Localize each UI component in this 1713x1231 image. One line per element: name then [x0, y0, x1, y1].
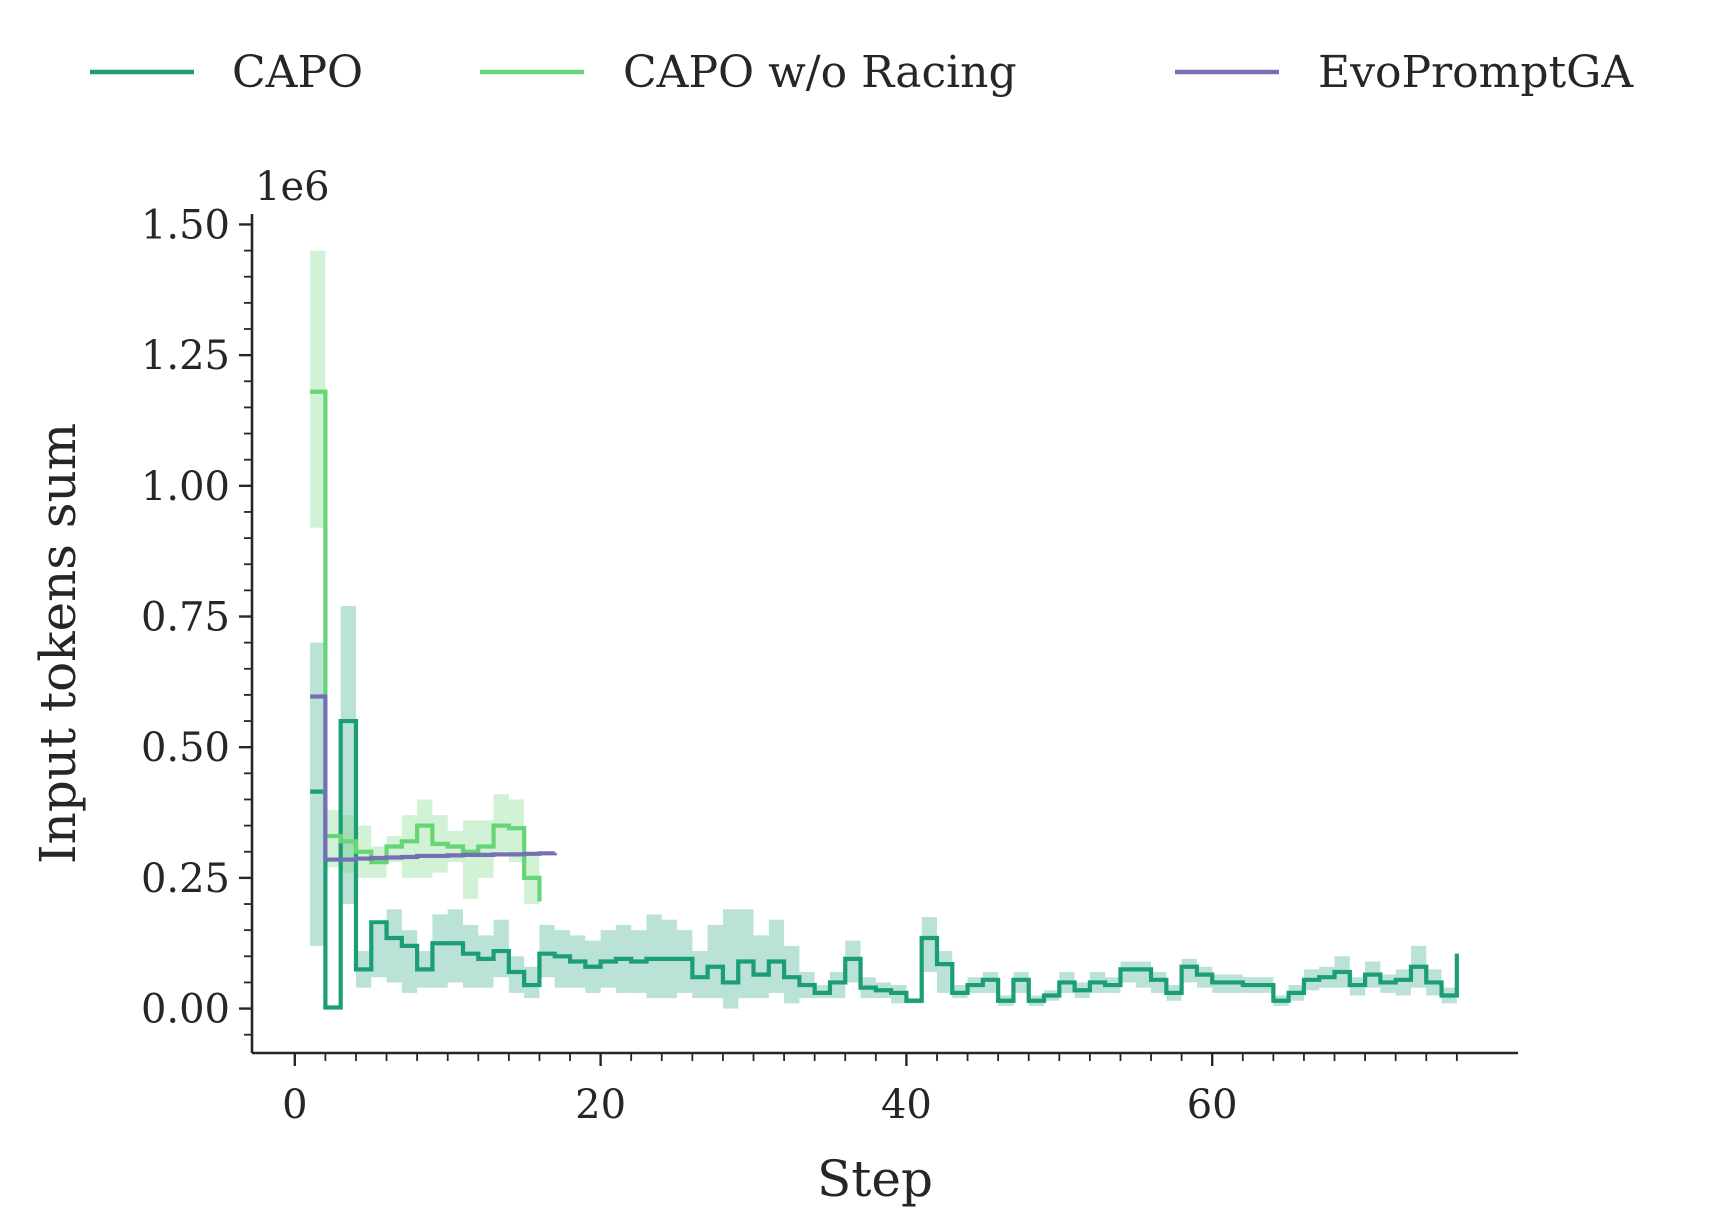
series-lines [310, 389, 1459, 1010]
band-segment [921, 917, 937, 972]
band-segment [829, 971, 846, 999]
y-tick-label: 0.75 [141, 595, 230, 641]
band-segment [417, 799, 433, 878]
band-segment [1196, 966, 1213, 988]
band-segment [463, 924, 479, 988]
band-segment [677, 930, 693, 993]
band-segment [707, 924, 723, 999]
band-segment [1395, 969, 1411, 996]
band-segment [310, 642, 326, 946]
y-tick-label: 1.00 [141, 464, 230, 510]
y-tick-label: 0.25 [141, 856, 230, 902]
band-segment [554, 930, 571, 988]
band-segment [936, 951, 953, 993]
confidence-bands [310, 250, 1457, 1009]
series-line [310, 389, 542, 902]
band-segment [1013, 971, 1029, 993]
band-segment [768, 919, 785, 993]
band-segment [784, 945, 800, 1004]
band-segment [325, 809, 341, 868]
band-segment [692, 951, 708, 999]
legend-label: EvoPromptGA [1318, 47, 1634, 98]
band-segment [1120, 961, 1136, 983]
y-axis-ticks: 0.00 0.25 0.50 0.75 1.00 1.25 1.50 [141, 202, 252, 1036]
series-line [310, 694, 557, 862]
band-segment [982, 971, 999, 993]
band-segment [493, 794, 509, 852]
x-axis-ticks: 0 20 40 60 [282, 1053, 1458, 1128]
y-tick-label: 1.50 [141, 202, 230, 248]
x-tick-label: 40 [881, 1082, 932, 1128]
y-tick-label: 0.00 [141, 987, 230, 1033]
y-axis-label: Input tokens sum [29, 423, 87, 864]
legend-label: CAPO w/o Racing [623, 47, 1017, 98]
band-segment [478, 820, 494, 878]
band-segment [310, 250, 326, 528]
band-segment [340, 606, 356, 905]
band-segment [478, 935, 494, 988]
x-tick-label: 0 [282, 1082, 307, 1128]
band-segment [447, 909, 463, 983]
x-tick-label: 60 [1187, 1082, 1238, 1128]
band-segment [600, 930, 616, 988]
band-segment [401, 930, 418, 993]
legend-label: CAPO [232, 47, 363, 98]
band-segment [646, 914, 662, 999]
band-segment [524, 966, 540, 999]
legend: CAPO CAPO w/o Racing EvoPromptGA [90, 47, 1634, 98]
band-segment [539, 924, 555, 978]
band-segment [340, 815, 356, 873]
x-tick-label: 20 [575, 1082, 626, 1128]
band-segment [753, 935, 769, 999]
band-segment [845, 940, 861, 983]
x-axis-label: Step [817, 1150, 933, 1208]
band-segment [1135, 961, 1152, 988]
band-segment [738, 909, 754, 999]
band-segment [432, 914, 448, 988]
y-tick-label: 0.50 [141, 725, 230, 771]
series-line [310, 718, 1459, 1010]
band-segment [508, 799, 525, 863]
band-segment [1151, 971, 1167, 993]
band-segment [401, 815, 418, 878]
band-segment [386, 909, 402, 983]
band-segment [371, 924, 387, 978]
band-segment [722, 909, 739, 1009]
y-offset-label: 1e6 [255, 164, 330, 210]
y-tick-label: 1.25 [141, 333, 230, 379]
band-segment [493, 919, 509, 978]
band-segment [1181, 958, 1197, 983]
band-segment [463, 820, 479, 899]
band-segment [508, 956, 525, 993]
